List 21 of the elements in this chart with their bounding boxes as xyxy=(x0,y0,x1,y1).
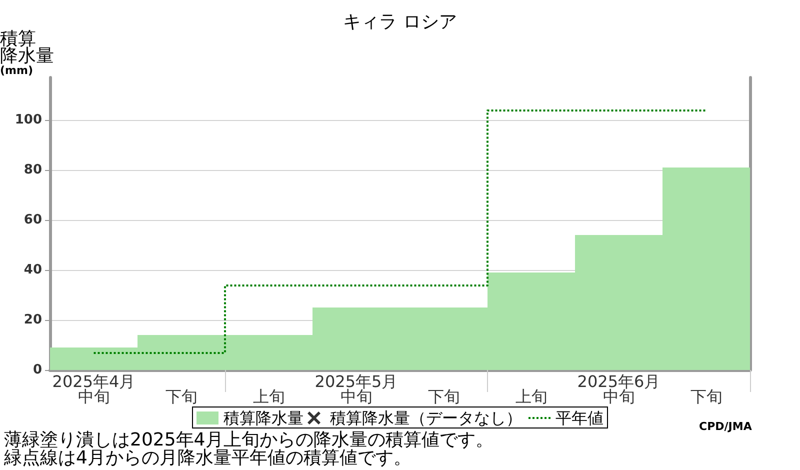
y-tick-label: 80 xyxy=(24,162,42,178)
x-tick-label: 下旬 xyxy=(690,387,722,406)
legend-label: 積算降水量（データなし） xyxy=(330,408,522,428)
y-tick-label: 60 xyxy=(24,212,42,228)
y-tick-label: 40 xyxy=(24,262,42,278)
x-tick-label: 2025年5月中旬 xyxy=(314,372,398,406)
legend-label: 平年値 xyxy=(556,408,604,428)
x-tick-label: 2025年4月中旬 xyxy=(52,372,136,406)
text: 緑点線は4月からの月降水量平年値の積算値です。 xyxy=(3,448,412,468)
chart-title: キィラ ロシア xyxy=(343,12,457,32)
x-tick-label: 2025年6月中旬 xyxy=(577,372,660,406)
legend-label: 積算降水量 xyxy=(224,408,304,428)
y-tick-label: 20 xyxy=(24,312,42,328)
x-tick-label: 下旬 xyxy=(165,387,198,406)
y-tick-label: 0 xyxy=(32,362,42,378)
y-tick-label: 100 xyxy=(14,112,42,128)
x-tick-label: 上旬 xyxy=(515,387,548,406)
text: CPD/JMA xyxy=(699,420,752,433)
x-tick-label: 上旬 xyxy=(252,387,285,406)
x-tick-label: 下旬 xyxy=(428,387,460,406)
y-axis-title: 積算降水量(mm) xyxy=(0,28,54,77)
